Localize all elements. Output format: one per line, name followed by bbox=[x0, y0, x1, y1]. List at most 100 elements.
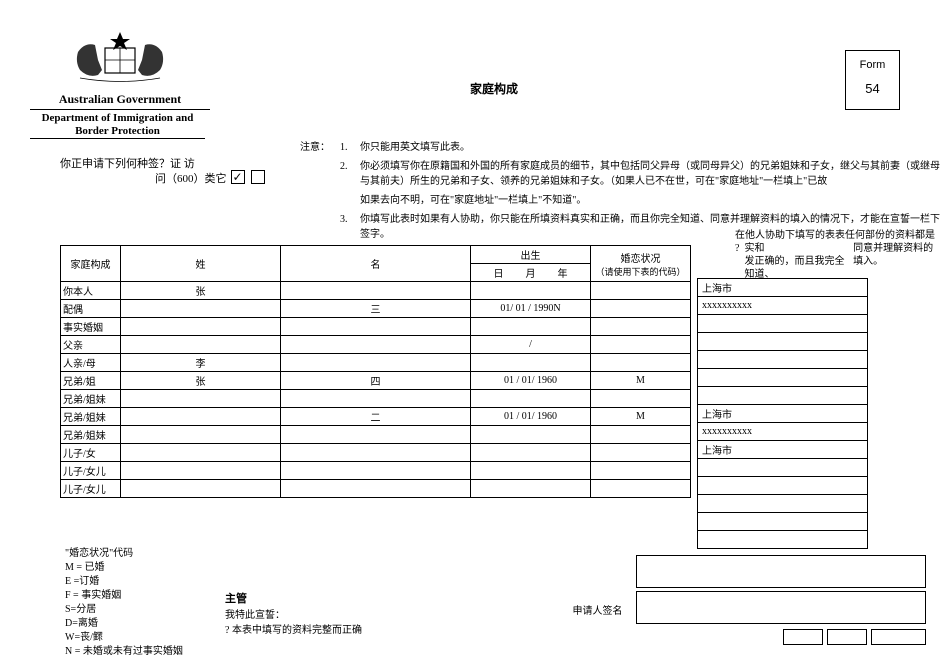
address-cell[interactable] bbox=[698, 351, 868, 369]
cell-given[interactable] bbox=[281, 282, 471, 300]
notes-label: 注意： bbox=[300, 140, 340, 155]
cell-dob[interactable] bbox=[471, 390, 591, 408]
address-cell[interactable]: xxxxxxxxxx bbox=[698, 297, 868, 315]
address-cell[interactable] bbox=[698, 513, 868, 531]
note-2b: 如果去向不明，可在"家庭地址"一栏填上"不知道"。 bbox=[360, 193, 940, 208]
address-cell[interactable]: 上海市 bbox=[698, 405, 868, 423]
cell-given[interactable] bbox=[281, 480, 471, 498]
address-cell[interactable] bbox=[698, 315, 868, 333]
address-cell[interactable]: 上海市 bbox=[698, 279, 868, 297]
cell-marital[interactable] bbox=[591, 336, 691, 354]
cell-dob[interactable]: / bbox=[471, 336, 591, 354]
cell-dob[interactable] bbox=[471, 426, 591, 444]
address-cell[interactable] bbox=[698, 369, 868, 387]
cell-surname[interactable] bbox=[121, 390, 281, 408]
address-cell[interactable] bbox=[698, 477, 868, 495]
cell-marital[interactable]: M bbox=[591, 408, 691, 426]
note-2a: 你必须填写你在原籍国和外国的所有家庭成员的细节，其中包括同父异母（或同母异父）的… bbox=[360, 159, 940, 189]
code-N: N = 未婚或未有过事实婚姻 bbox=[65, 645, 183, 659]
cell-surname[interactable]: 张 bbox=[121, 282, 281, 300]
signature-box-1[interactable] bbox=[636, 555, 926, 588]
cell-surname[interactable]: 张 bbox=[121, 372, 281, 390]
address-cell[interactable] bbox=[698, 459, 868, 477]
code-M: M = 已婚 bbox=[65, 561, 183, 575]
address-table: 上海市xxxxxxxxxx上海市xxxxxxxxxx上海市 bbox=[697, 278, 868, 549]
note-num-1: 1. bbox=[340, 140, 360, 155]
cell-relation: 儿子/女儿 bbox=[61, 462, 121, 480]
cell-relation: 你本人 bbox=[61, 282, 121, 300]
table-row: 儿子/女 bbox=[61, 444, 691, 462]
cell-surname[interactable] bbox=[121, 426, 281, 444]
cell-given[interactable] bbox=[281, 444, 471, 462]
cell-surname[interactable]: 李 bbox=[121, 354, 281, 372]
cell-marital[interactable]: M bbox=[591, 372, 691, 390]
cell-relation: 儿子/女儿 bbox=[61, 480, 121, 498]
marital-codes: "婚恋状况"代码 M = 已婚 E =订婚 F = 事实婚姻 S=分居 D=离婚… bbox=[65, 547, 183, 659]
cell-surname[interactable] bbox=[121, 300, 281, 318]
address-cell[interactable] bbox=[698, 495, 868, 513]
cell-marital[interactable] bbox=[591, 282, 691, 300]
cell-dob[interactable] bbox=[471, 318, 591, 336]
visa-checkbox[interactable]: ✓ bbox=[231, 170, 245, 184]
cell-surname[interactable] bbox=[121, 336, 281, 354]
visa-checkbox-2[interactable] bbox=[251, 170, 265, 184]
table-row: 兄弟/姐妹 二 01 / 01/ 1960 M bbox=[61, 408, 691, 426]
date-boxes[interactable] bbox=[783, 629, 926, 645]
address-cell[interactable]: 上海市 bbox=[698, 441, 868, 459]
cell-given[interactable] bbox=[281, 462, 471, 480]
cell-marital[interactable] bbox=[591, 480, 691, 498]
cell-surname[interactable] bbox=[121, 408, 281, 426]
cell-surname[interactable] bbox=[121, 462, 281, 480]
cell-surname[interactable] bbox=[121, 480, 281, 498]
cell-dob[interactable]: 01/ 01 / 1990N bbox=[471, 300, 591, 318]
cell-relation: 兄弟/姐妹 bbox=[61, 426, 121, 444]
gov-header: Australian Government Department of Immi… bbox=[30, 30, 210, 139]
address-cell[interactable]: xxxxxxxxxx bbox=[698, 423, 868, 441]
visa-question: 你正申请下列何种签？证 访 bbox=[60, 155, 195, 171]
address-cell[interactable] bbox=[698, 333, 868, 351]
cell-surname[interactable] bbox=[121, 444, 281, 462]
cell-relation: 兄弟/姐妹 bbox=[61, 408, 121, 426]
applicant-signature-box[interactable] bbox=[636, 591, 926, 624]
cell-dob[interactable] bbox=[471, 462, 591, 480]
cell-given[interactable] bbox=[281, 426, 471, 444]
cell-marital[interactable] bbox=[591, 354, 691, 372]
cell-given[interactable]: 四 bbox=[281, 372, 471, 390]
cell-given[interactable] bbox=[281, 390, 471, 408]
cell-given[interactable] bbox=[281, 318, 471, 336]
cell-dob[interactable] bbox=[471, 282, 591, 300]
decl-line-3: 发正确的，而且我完全知道、 bbox=[744, 256, 844, 280]
supervisor-label: 主管 bbox=[225, 590, 247, 606]
th-surname: 姓 bbox=[121, 246, 281, 282]
cell-marital[interactable] bbox=[591, 462, 691, 480]
th-given: 名 bbox=[281, 246, 471, 282]
cell-given[interactable] bbox=[281, 354, 471, 372]
th-marital: 婚恋状况 （请使用下表的代码） bbox=[591, 246, 691, 282]
cell-dob[interactable]: 01 / 01/ 1960 bbox=[471, 372, 591, 390]
cell-marital[interactable] bbox=[591, 426, 691, 444]
cell-dob[interactable] bbox=[471, 354, 591, 372]
address-cell[interactable] bbox=[698, 387, 868, 405]
cell-marital[interactable] bbox=[591, 318, 691, 336]
cell-given[interactable] bbox=[281, 336, 471, 354]
applicant-sig-label: 申请人签名 bbox=[565, 602, 630, 617]
cell-relation: 兄弟/姐妹 bbox=[61, 390, 121, 408]
cell-relation: 事实婚姻 bbox=[61, 318, 121, 336]
cell-dob[interactable] bbox=[471, 480, 591, 498]
th-dob-sub: 日 月 年 bbox=[471, 264, 591, 282]
table-row: 父亲 / bbox=[61, 336, 691, 354]
cell-marital[interactable] bbox=[591, 444, 691, 462]
code-D: D=离婚 bbox=[65, 617, 183, 631]
note-1: 你只能用英文填写此表。 bbox=[360, 140, 940, 155]
th-relation: 家庭构成 bbox=[61, 246, 121, 282]
cell-dob[interactable]: 01 / 01/ 1960 bbox=[471, 408, 591, 426]
form-number: 54 bbox=[846, 71, 899, 96]
cell-given[interactable]: 三 bbox=[281, 300, 471, 318]
cell-given[interactable]: 二 bbox=[281, 408, 471, 426]
address-cell[interactable] bbox=[698, 531, 868, 549]
cell-marital[interactable] bbox=[591, 390, 691, 408]
cell-marital[interactable] bbox=[591, 300, 691, 318]
cell-dob[interactable] bbox=[471, 444, 591, 462]
table-row: 儿子/女儿 bbox=[61, 480, 691, 498]
cell-surname[interactable] bbox=[121, 318, 281, 336]
